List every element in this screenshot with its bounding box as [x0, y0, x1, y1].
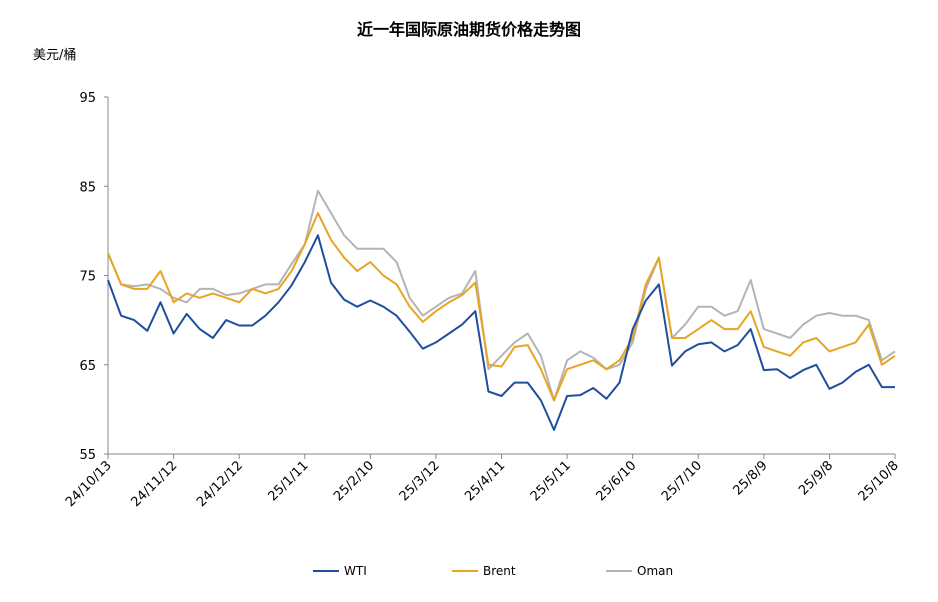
- x-tick-label: 24/10/13: [63, 458, 115, 510]
- y-axis-label: 美元/桶: [33, 48, 77, 63]
- x-tick-label: 25/2/10: [331, 458, 377, 504]
- x-tick-label: 25/8/9: [730, 458, 770, 498]
- x-tick-label: 24/12/12: [194, 458, 246, 510]
- x-tick-label: 25/9/8: [796, 458, 836, 498]
- y-tick-label: 95: [79, 91, 96, 106]
- legend-label-brent: Brent: [483, 564, 516, 578]
- x-tick-label: 25/7/10: [659, 458, 705, 504]
- x-tick-label: 25/5/11: [528, 458, 574, 504]
- legend-label-wti: WTI: [344, 564, 367, 578]
- y-tick-label: 65: [79, 359, 96, 374]
- chart-title: 近一年国际原油期货价格走势图: [356, 20, 581, 39]
- series-line-wti: [107, 234, 895, 431]
- x-tick-label: 25/4/11: [462, 458, 508, 504]
- x-tick-label: 25/6/10: [593, 458, 639, 504]
- x-tick-label: 25/10/8: [856, 458, 902, 504]
- x-tick-label: 24/11/12: [129, 458, 181, 510]
- legend-label-oman: Oman: [637, 564, 673, 578]
- x-tick-label: 25/3/12: [397, 458, 443, 504]
- y-tick-label: 85: [79, 180, 96, 195]
- series-line-oman: [107, 189, 896, 402]
- x-tick-label: 25/1/11: [266, 458, 312, 504]
- series-line-brent: [107, 212, 896, 402]
- y-tick-label: 75: [79, 270, 96, 285]
- y-tick-label: 55: [79, 448, 96, 463]
